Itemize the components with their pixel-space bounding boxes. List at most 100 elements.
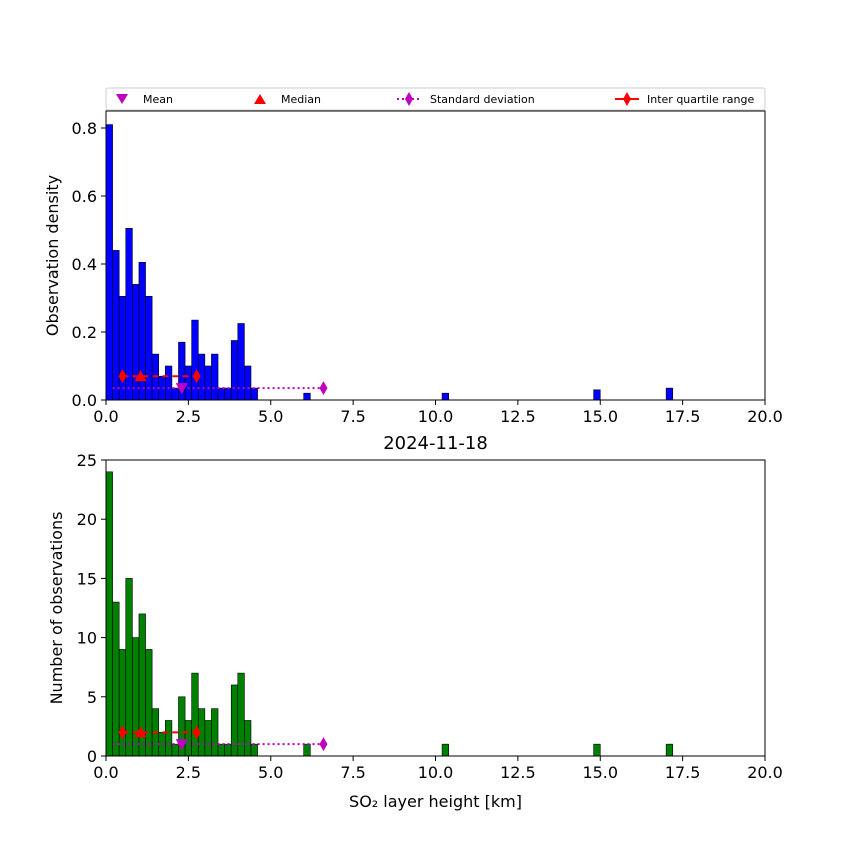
legend-std-marker <box>405 92 413 106</box>
count-chart-title: 2024-11-18 <box>383 433 488 454</box>
legend-iqr-label: Inter quartile range <box>647 93 754 106</box>
count-bar <box>250 743 258 757</box>
count-bars <box>105 471 674 757</box>
density-bar <box>125 228 133 401</box>
density-x-tick-label: 12.5 <box>500 407 536 426</box>
count-y-ticks: 0 5 10 15 20 25 <box>77 451 106 766</box>
count-x-ticks: 0.0 2.5 5.0 7.5 10.0 12.5 15.0 17.5 20.0 <box>93 756 783 782</box>
density-std-marker <box>319 381 328 396</box>
density-bar <box>250 387 258 401</box>
count-y-tick-label: 20 <box>77 510 97 529</box>
legend-std-label: Standard deviation <box>430 93 535 106</box>
legend-median-marker <box>254 94 266 104</box>
count-y-tick-label: 5 <box>87 688 97 707</box>
count-bar <box>184 720 192 757</box>
density-y-tick-label: 0.2 <box>72 323 97 342</box>
count-x-tick-label: 12.5 <box>500 763 536 782</box>
density-y-ticks: 0.0 0.2 0.4 0.6 0.8 <box>72 119 106 410</box>
count-bar <box>244 720 252 757</box>
count-bar <box>132 637 140 757</box>
density-x-tick-label: 15.0 <box>582 407 618 426</box>
density-y-tick-label: 0.0 <box>72 391 97 410</box>
count-x-tick-label: 2.5 <box>176 763 201 782</box>
density-bar <box>593 389 601 401</box>
count-bar <box>105 471 113 757</box>
count-x-tick-label: 17.5 <box>665 763 701 782</box>
density-x-tick-label: 2.5 <box>176 407 201 426</box>
density-bar <box>112 250 120 401</box>
count-bar <box>112 601 120 757</box>
count-bar <box>303 743 311 757</box>
density-bar <box>204 365 212 401</box>
density-x-tick-label: 20.0 <box>747 407 783 426</box>
count-bar <box>211 708 219 757</box>
count-std-marker <box>319 737 328 752</box>
density-x-tick-label: 7.5 <box>340 407 365 426</box>
count-mean-marker <box>175 739 188 751</box>
count-bar <box>145 649 153 757</box>
count-y-tick-label: 15 <box>77 569 97 588</box>
legend-frame <box>105 87 766 111</box>
count-x-tick-label: 20.0 <box>747 763 783 782</box>
density-bar <box>145 295 153 401</box>
density-bar <box>244 365 252 401</box>
count-bar <box>171 743 179 757</box>
count-x-tick-label: 7.5 <box>340 763 365 782</box>
density-bar <box>211 353 219 401</box>
density-x-tick-label: 10.0 <box>418 407 454 426</box>
count-x-tick-label: 15.0 <box>582 763 618 782</box>
count-stats-markers <box>112 725 328 752</box>
count-x-tick-label: 0.0 <box>93 763 118 782</box>
count-histogram-panel: 2024-11-18 0.0 2.5 5.0 7.5 10.0 12.5 15.0 17.5 2… <box>47 433 783 811</box>
density-bars <box>105 124 674 401</box>
legend-median-label: Median <box>281 93 321 106</box>
count-iqr-marker <box>192 725 201 740</box>
legend: Mean Median Standard deviation Inter qua… <box>105 87 766 111</box>
density-bar <box>303 392 311 401</box>
density-y-tick-label: 0.6 <box>72 187 97 206</box>
density-bar <box>224 387 232 401</box>
count-bar <box>204 720 212 757</box>
count-bar <box>125 578 133 757</box>
count-bar <box>224 743 232 757</box>
density-y-tick-label: 0.8 <box>72 119 97 138</box>
count-bar <box>118 649 127 757</box>
density-bar <box>184 365 192 401</box>
density-iqr-marker <box>192 369 201 384</box>
count-bar <box>165 720 173 757</box>
count-bar <box>217 743 225 757</box>
legend-mean-label: Mean <box>143 93 173 106</box>
density-median-marker <box>134 370 147 382</box>
density-mean-marker <box>175 383 188 395</box>
density-bar <box>165 365 173 401</box>
density-bar <box>217 387 225 401</box>
count-x-tick-label: 5.0 <box>258 763 283 782</box>
count-bar <box>441 743 449 757</box>
density-y-axis-label: Observation density <box>43 175 62 336</box>
density-x-tick-label: 5.0 <box>258 407 283 426</box>
count-y-tick-label: 10 <box>77 629 97 648</box>
count-y-tick-label: 25 <box>77 451 97 470</box>
density-histogram-panel: 0.0 2.5 5.0 7.5 10.0 12.5 15.0 17.5 20.0 0.00.20… <box>43 110 783 426</box>
density-iqr-marker <box>118 369 127 384</box>
density-bar <box>105 124 113 401</box>
legend-iqr-marker <box>623 92 631 106</box>
density-bar <box>665 387 674 401</box>
count-bar <box>665 743 674 757</box>
density-x-tick-label: 0.0 <box>93 407 118 426</box>
density-x-ticks: 0.0 2.5 5.0 7.5 10.0 12.5 15.0 17.5 20.0 <box>93 400 783 426</box>
count-x-tick-label: 10.0 <box>418 763 454 782</box>
density-bar <box>230 340 239 401</box>
density-stats-markers <box>112 369 328 396</box>
density-bar <box>118 295 127 401</box>
count-y-axis-label: Number of observations <box>47 512 66 705</box>
density-bar <box>441 392 449 401</box>
count-y-tick-label: 0 <box>87 747 97 766</box>
count-bar <box>593 743 601 757</box>
density-bar <box>171 387 179 401</box>
count-bar <box>230 684 239 757</box>
count-median-marker <box>134 726 147 738</box>
count-iqr-marker <box>118 725 127 740</box>
count-x-axis-label: SO₂ layer height [km] <box>349 792 522 811</box>
